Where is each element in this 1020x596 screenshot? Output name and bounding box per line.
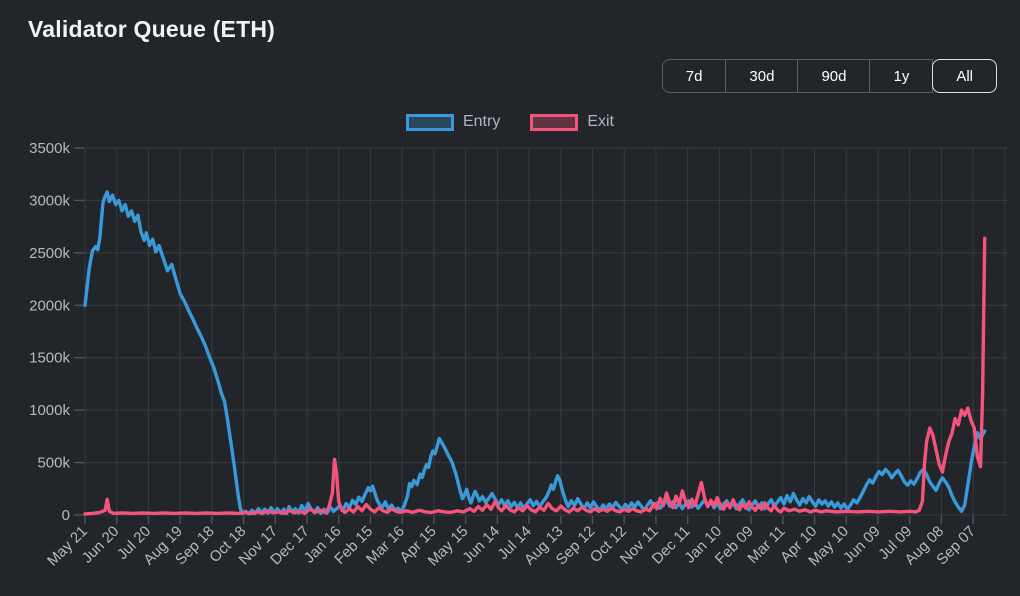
page-title: Validator Queue (ETH) xyxy=(28,16,276,42)
y-axis-tick-label: 2000k xyxy=(29,297,70,314)
legend-item-entry[interactable]: Entry xyxy=(405,113,501,131)
entry-series-swatch xyxy=(405,113,454,131)
chart-gridlines xyxy=(84,147,1008,516)
range-button-all[interactable]: All xyxy=(932,59,997,93)
entry-series-label: Entry xyxy=(462,113,501,130)
exit-series-label: Exit xyxy=(587,113,614,130)
x-axis-tick-label: May 21 xyxy=(44,523,91,570)
time-range-button-group: 7d 30d 90d 1y All xyxy=(661,59,997,93)
y-axis-tick-label: 3500k xyxy=(29,140,70,157)
exit-series-swatch xyxy=(530,113,579,131)
y-axis-tick-label: 1000k xyxy=(29,402,70,419)
y-axis-tick-label: 3000k xyxy=(29,192,70,209)
range-button-30d[interactable]: 30d xyxy=(725,59,799,93)
range-button-7d[interactable]: 7d xyxy=(661,59,727,93)
entry-series-line xyxy=(83,190,987,516)
range-button-1y[interactable]: 1y xyxy=(869,59,934,93)
legend-item-exit[interactable]: Exit xyxy=(530,113,614,131)
chart-legend: Entry Exit xyxy=(0,113,1020,131)
y-axis-tick-label: 1500k xyxy=(29,350,70,367)
y-axis-tick-label: 2500k xyxy=(29,245,70,262)
y-axis-tick-label: 0 xyxy=(62,507,70,524)
exit-series-line xyxy=(83,236,987,516)
range-button-90d[interactable]: 90d xyxy=(797,59,871,93)
y-axis-tick-label: 500k xyxy=(37,455,70,472)
